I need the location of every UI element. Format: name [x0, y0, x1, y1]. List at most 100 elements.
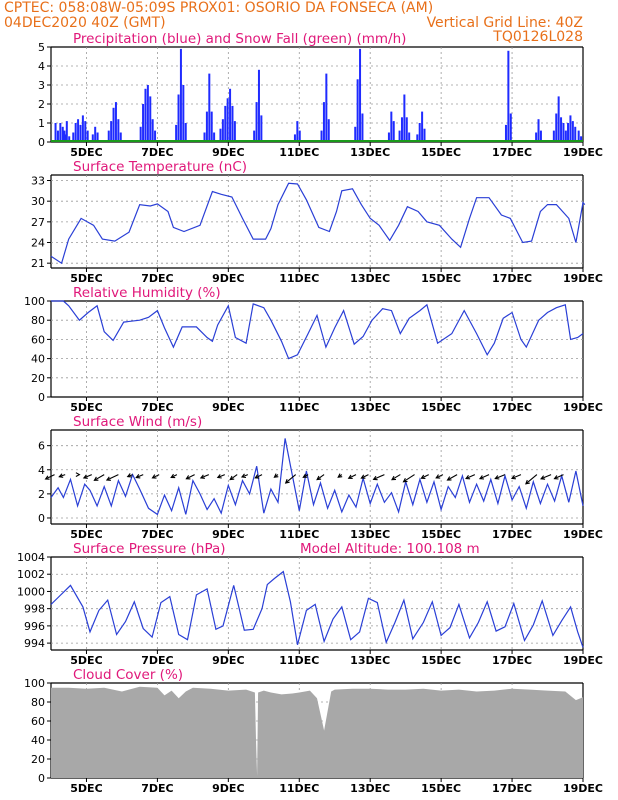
precip-bar: [574, 126, 577, 142]
precip-bar: [94, 126, 97, 142]
wind-vector-head: [372, 475, 378, 481]
wind-vector-head: [229, 475, 235, 481]
wind-vector-head: [360, 474, 366, 479]
y-tick-label: 33: [31, 175, 45, 188]
precip-bar: [392, 121, 395, 142]
series-line-humidity: [51, 300, 584, 360]
x-tick-label: 13DEC: [350, 528, 390, 541]
precip-bar: [86, 130, 89, 142]
precip-bar: [405, 117, 408, 142]
x-tick-label: 17DEC: [492, 528, 532, 541]
precip-bar: [539, 130, 542, 142]
x-tick-label: 19DEC: [563, 654, 603, 667]
precip-bar: [552, 130, 555, 142]
x-tick-label: 17DEC: [492, 654, 532, 667]
x-tick-label: 19DEC: [563, 782, 603, 795]
y-tick-label: 1: [38, 117, 45, 130]
precip-bar: [555, 113, 558, 142]
x-tick-label: 9DEC: [212, 782, 244, 795]
y-tick-label: 24: [31, 237, 45, 250]
precip-bar: [203, 132, 206, 142]
precip-bar: [567, 123, 570, 142]
panel-title-cloud: Cloud Cover (%): [73, 667, 183, 683]
x-tick-label: 11DEC: [279, 401, 319, 414]
precip-bar: [408, 132, 411, 142]
precip-bar: [354, 126, 357, 142]
x-tick-label: 7DEC: [141, 528, 173, 541]
precip-bar: [59, 123, 62, 142]
wind-vector: [465, 474, 476, 480]
x-tick-label: 7DEC: [141, 272, 173, 285]
precip-bar: [387, 132, 390, 142]
wind-vector-head: [435, 474, 441, 479]
wind-vector: [136, 474, 144, 478]
wind-vector-head: [216, 474, 222, 479]
x-tick-label: 19DEC: [563, 146, 603, 159]
wind-vector: [540, 474, 552, 480]
wind-vector-head: [494, 475, 500, 480]
header-code: TQ0126L028: [492, 29, 583, 45]
precip-bar: [233, 121, 236, 142]
precip-bar: [96, 132, 99, 142]
precip-bar: [177, 94, 180, 142]
precip-bar: [325, 73, 328, 142]
precip-bar: [72, 132, 75, 142]
wind-vector: [525, 474, 538, 485]
wind-vector: [391, 474, 401, 481]
precip-bar: [151, 119, 154, 142]
precip-bar: [63, 130, 66, 142]
wind-vector: [106, 474, 119, 481]
y-tick-label: 60: [31, 715, 45, 728]
precip-bar: [423, 128, 426, 142]
precip-bar: [175, 124, 178, 142]
y-tick-label: 0: [38, 512, 45, 525]
wind-vector: [479, 474, 490, 480]
header-date-line: 04DEC2020 40Z (GMT): [4, 15, 166, 31]
wind-vector: [217, 474, 225, 479]
wind-vector-head: [170, 473, 176, 479]
wind-vector-head: [465, 474, 471, 480]
precip-bar: [179, 48, 182, 142]
precip-bar: [107, 130, 110, 142]
precip-bar: [210, 111, 213, 142]
x-tick-label: 9DEC: [212, 146, 244, 159]
x-tick-label: 11DEC: [279, 272, 319, 285]
x-tick-label: 9DEC: [212, 272, 244, 285]
wind-vector-head: [391, 475, 397, 481]
series-line-wind: [50, 438, 584, 516]
precip-bar: [403, 94, 406, 142]
y-tick-label: 30: [31, 195, 45, 208]
precip-bar: [580, 136, 583, 142]
y-tick-label: 100: [24, 295, 45, 308]
panel-wind: Surface Wind (m/s) 5DEC 7DEC 9DEC 11DEC 13DEC…: [38, 414, 603, 541]
y-tick-label: 6: [38, 440, 45, 453]
y-tick-label: 2: [38, 98, 45, 111]
x-tick-label: 5DEC: [70, 146, 102, 159]
y-tick-label: 27: [31, 216, 45, 229]
x-tick-label: 9DEC: [212, 528, 244, 541]
x-tick-label: 13DEC: [350, 272, 390, 285]
wind-vector: [316, 474, 325, 481]
x-tick-label: 15DEC: [421, 782, 461, 795]
precip-bar: [421, 111, 424, 142]
x-tick-label: 13DEC: [350, 401, 390, 414]
precip-bar: [182, 85, 185, 142]
x-tick-label: 7DEC: [141, 146, 173, 159]
panel-precip: Precipitation (blue) and Snow Fall (gree…: [38, 31, 603, 159]
wind-vector-head: [540, 475, 546, 480]
precip-bar: [231, 105, 234, 142]
wind-vector: [373, 474, 385, 480]
precip-bar: [146, 85, 149, 142]
x-tick-label: 13DEC: [350, 146, 390, 159]
precip-bar: [535, 132, 538, 142]
wind-vector-head: [93, 476, 99, 481]
x-tick-label: 17DEC: [492, 272, 532, 285]
series-line-pressure: [50, 570, 584, 648]
precip-bar: [61, 126, 64, 142]
precip-bar: [260, 115, 263, 142]
wind-vector: [152, 474, 160, 479]
y-tick-label: 1004: [17, 551, 45, 564]
precip-bar: [416, 134, 419, 142]
wind-vector-head: [254, 474, 260, 479]
precip-bar: [144, 88, 147, 142]
